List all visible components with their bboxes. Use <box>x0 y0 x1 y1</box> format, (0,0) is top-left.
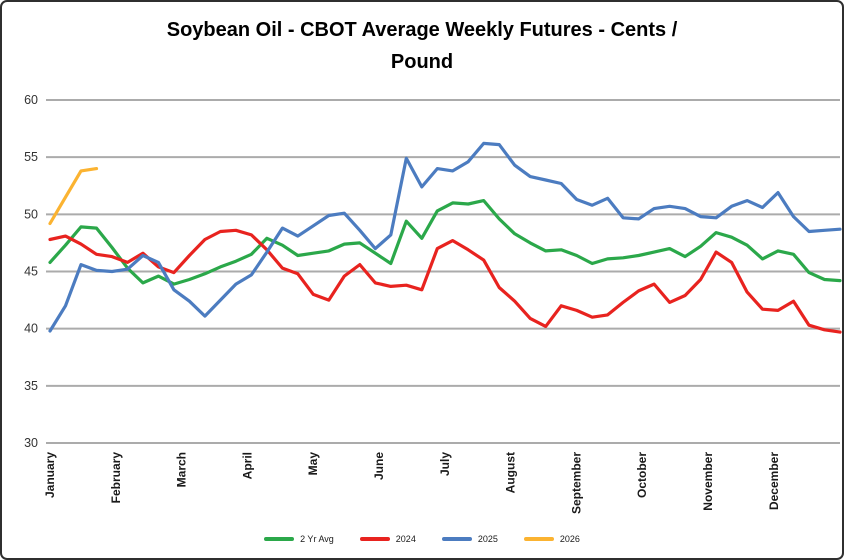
x-axis-month-label: June <box>372 452 386 480</box>
legend-line-swatch <box>264 537 295 541</box>
x-axis-month-label: October <box>635 452 649 498</box>
legend-label: 2 Yr Avg <box>300 534 334 544</box>
x-axis-month-label: November <box>701 452 715 511</box>
series-line-2026 <box>48 167 99 226</box>
x-axis-month-label: March <box>175 452 189 487</box>
legend-item-2025: 2025 <box>441 534 498 544</box>
x-axis-month-label: August <box>504 452 518 493</box>
y-axis-tick-label: 50 <box>24 207 38 221</box>
y-axis-tick-label: 60 <box>24 93 38 107</box>
legend-label: 2026 <box>559 534 580 544</box>
x-axis-month-label: April <box>240 452 254 479</box>
legend-line-swatch <box>523 537 554 541</box>
series-line-2024 <box>48 228 842 334</box>
y-axis-tick-label: 30 <box>24 436 38 450</box>
x-axis-month-label: January <box>43 452 57 498</box>
x-axis-month-label: February <box>109 452 123 504</box>
legend-label: 2024 <box>395 534 416 544</box>
legend-label: 2025 <box>477 534 498 544</box>
legend-item-2024: 2024 <box>359 534 416 544</box>
chart-legend: 2 Yr Avg 2024 2025 2026 <box>2 534 842 544</box>
chart-title-line1: Soybean Oil - CBOT Average Weekly Future… <box>166 19 678 41</box>
y-axis-tick-label: 45 <box>24 265 38 279</box>
x-axis-month-label: December <box>767 452 781 510</box>
chart-title: Soybean Oil - CBOT Average Weekly Future… <box>2 14 842 78</box>
series-line-2-yr-avg <box>48 199 842 286</box>
chart-title-line2: Pound <box>390 51 454 73</box>
legend-line-swatch <box>441 537 472 541</box>
series-line-2025 <box>48 141 842 333</box>
legend-item-2026: 2026 <box>523 534 580 544</box>
y-axis-tick-label: 55 <box>24 150 38 164</box>
y-axis-tick-label: 40 <box>24 322 38 336</box>
x-axis-month-label: September <box>569 452 583 514</box>
y-axis-tick-label: 35 <box>24 379 38 393</box>
legend-line-swatch <box>359 537 390 541</box>
x-axis-month-label: July <box>438 452 452 476</box>
legend-item-2-yr-avg: 2 Yr Avg <box>264 534 334 544</box>
x-axis-month-label: May <box>306 452 320 476</box>
